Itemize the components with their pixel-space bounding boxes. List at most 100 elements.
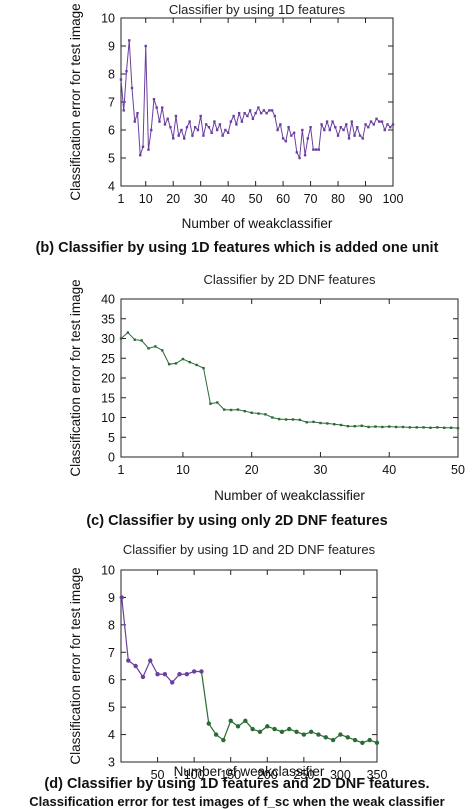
data-point — [139, 154, 142, 157]
x-tick-label: 50 — [451, 463, 465, 477]
data-point — [240, 120, 244, 123]
data-point — [339, 126, 342, 129]
y-tick-label: 10 — [101, 12, 115, 26]
y-tick-label: 15 — [101, 391, 115, 405]
data-point — [133, 338, 136, 341]
data-point — [317, 148, 321, 151]
data-point — [364, 123, 367, 126]
data-point — [188, 120, 191, 123]
y-tick-label: 8 — [108, 68, 115, 82]
caption-c: (c) Classifier by using only 2D DNF feat… — [86, 513, 388, 529]
data-point — [243, 409, 246, 413]
data-point — [374, 425, 377, 428]
data-point — [262, 109, 266, 112]
chart-title: Classifier by using 1D features — [169, 2, 346, 17]
x-axis-label: Number of weakclassifier — [214, 488, 365, 503]
data-point — [218, 123, 222, 126]
data-point — [140, 674, 146, 680]
x-tick-label: 150 — [220, 768, 241, 782]
caption-d: (d) Classifier by using 1D features and … — [44, 776, 430, 792]
y-axis-label: Classification error for test image — [68, 3, 83, 200]
data-point — [306, 137, 310, 140]
data-point — [257, 412, 260, 415]
data-point — [443, 426, 446, 429]
series-line — [120, 331, 459, 429]
data-point — [141, 145, 145, 148]
data-point — [265, 112, 268, 115]
data-point — [199, 669, 204, 674]
y-tick-label: 4 — [108, 180, 115, 194]
data-point — [174, 114, 178, 118]
data-point — [191, 134, 194, 137]
data-point — [360, 740, 365, 745]
data-point — [323, 128, 326, 132]
data-point — [207, 126, 211, 129]
chart-3: Classifier by using 1D and 2D DNF featur… — [68, 542, 387, 782]
y-tick-label: 4 — [108, 728, 115, 742]
data-point — [291, 418, 295, 421]
data-point — [290, 134, 293, 137]
data-point — [367, 126, 370, 129]
x-tick-label: 100 — [383, 192, 404, 206]
data-point — [277, 417, 281, 421]
x-tick-label: 10 — [139, 192, 153, 206]
data-point — [119, 595, 124, 600]
data-point — [235, 123, 238, 126]
data-point — [415, 426, 418, 429]
data-point — [312, 420, 315, 424]
data-point — [196, 128, 200, 132]
x-tick-label: 90 — [359, 192, 373, 206]
data-point — [312, 148, 315, 151]
data-point — [386, 123, 389, 126]
data-point — [170, 680, 175, 685]
data-point — [301, 732, 307, 737]
data-point — [276, 128, 279, 132]
data-point — [347, 137, 351, 140]
data-point — [243, 112, 246, 115]
data-point — [303, 154, 307, 157]
y-tick-label: 8 — [108, 618, 115, 632]
data-point — [273, 114, 277, 118]
x-tick-label: 300 — [330, 768, 351, 782]
data-point — [259, 112, 263, 115]
data-point — [248, 109, 252, 112]
data-point — [309, 126, 312, 129]
data-point — [287, 126, 290, 129]
data-point — [320, 123, 323, 126]
data-point — [298, 156, 301, 160]
chart-title: Classifier by 2D DNF features — [204, 272, 376, 287]
data-point — [383, 128, 386, 132]
data-point — [195, 363, 198, 367]
data-point — [144, 44, 147, 48]
x-tick-label: 350 — [367, 768, 388, 782]
caption-bottom: Classification error for test images of … — [29, 794, 445, 809]
data-point — [338, 732, 343, 737]
data-point — [342, 128, 345, 132]
data-point — [422, 426, 425, 429]
data-point — [243, 718, 248, 724]
data-point — [185, 126, 189, 129]
x-tick-label: 70 — [304, 192, 318, 206]
data-point — [155, 106, 158, 109]
data-point — [279, 123, 282, 126]
data-point — [191, 669, 197, 674]
data-point — [361, 137, 364, 140]
data-point — [128, 39, 131, 42]
data-point — [152, 98, 156, 101]
data-point — [172, 137, 175, 140]
data-point — [155, 672, 160, 677]
data-point — [389, 126, 392, 129]
caption-b: (b) Classifier by using 1D features whic… — [35, 240, 439, 256]
y-tick-label: 10 — [101, 564, 115, 578]
data-point — [222, 408, 226, 411]
data-point — [202, 134, 205, 137]
data-point — [316, 732, 321, 737]
data-point — [380, 120, 384, 123]
data-point — [177, 134, 180, 137]
data-point — [199, 114, 202, 118]
x-tick-label: 10 — [176, 463, 190, 477]
data-point — [163, 123, 167, 126]
data-point — [339, 423, 343, 427]
